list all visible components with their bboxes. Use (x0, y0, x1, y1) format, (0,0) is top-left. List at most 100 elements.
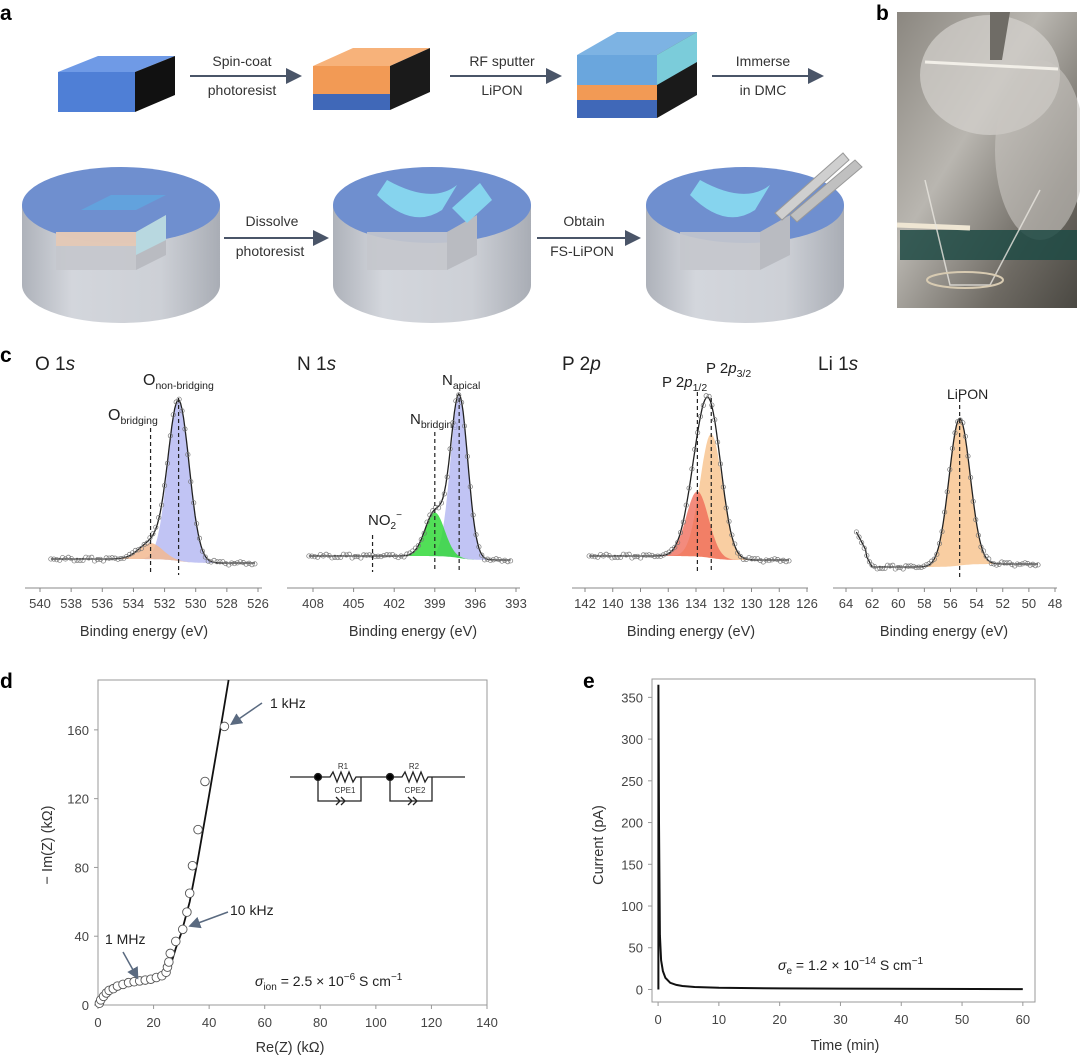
data-point (364, 552, 370, 558)
data-point (715, 439, 721, 445)
data-point (1025, 560, 1031, 567)
peak-label-o-bridging: Obridging (108, 407, 158, 427)
data-point (877, 565, 883, 571)
data-point (135, 547, 141, 553)
data-point (355, 553, 361, 559)
data-point (999, 559, 1005, 565)
spectrum-title-p2p: P 2p (562, 354, 601, 375)
data-point (51, 556, 57, 562)
substrate-cube (58, 56, 175, 112)
data-point (182, 907, 192, 917)
data-point (153, 524, 159, 530)
data-point (675, 539, 681, 546)
x-tick-label: 80 (313, 1015, 327, 1030)
data-point (600, 553, 606, 559)
y-tick-label: 200 (621, 816, 643, 831)
data-point (315, 554, 321, 560)
data-point (392, 553, 398, 559)
data-point (433, 504, 439, 511)
data-point (447, 446, 453, 452)
x-tick-label: 536 (91, 596, 113, 611)
x-tick-label: 126 (796, 596, 818, 611)
data-point (965, 453, 971, 459)
data-point (436, 505, 442, 511)
panel-a-process-schematic: Spin-coat photoresist RF sputter LiPON I… (22, 32, 863, 323)
step-spin-coat: Spin-coat photoresist (190, 53, 302, 98)
data-point (62, 556, 69, 562)
data-point (89, 554, 95, 560)
data-point (323, 551, 329, 557)
y-axis-label: Current (pA) (591, 805, 607, 885)
data-point (184, 888, 195, 898)
data-point (306, 553, 312, 559)
data-point (1004, 560, 1010, 566)
data-point (214, 559, 220, 565)
data-point (615, 554, 621, 561)
x-tick-label: 120 (421, 1015, 443, 1030)
data-point (194, 521, 200, 527)
data-point (237, 559, 243, 565)
annotation-10khz: 10 kHz (230, 902, 274, 918)
y-tick-label: 40 (75, 929, 89, 944)
data-point (346, 551, 352, 557)
data-point (1009, 561, 1015, 568)
data-point (629, 555, 635, 561)
data-point (103, 555, 109, 561)
data-point (57, 557, 63, 563)
x-tick-label: 408 (302, 596, 324, 611)
step-immerse: Immerse in DMC (712, 53, 824, 98)
data-point (632, 554, 638, 560)
data-point (1014, 561, 1020, 567)
x-tick-label: 402 (383, 596, 405, 611)
data-point (598, 552, 604, 558)
data-point (427, 512, 433, 518)
data-point (312, 554, 318, 560)
data-point (343, 552, 349, 558)
data-point (464, 453, 470, 460)
x-tick-label: 140 (602, 596, 624, 611)
data-point (115, 556, 121, 562)
data-point (921, 563, 927, 569)
x-tick-label: 134 (685, 596, 707, 611)
data-point (643, 552, 649, 558)
data-point (309, 553, 315, 559)
x-tick-label: 58 (917, 596, 931, 611)
y-tick-label: 300 (621, 732, 643, 747)
x-tick-label: 405 (343, 596, 365, 611)
panel-label-a: a (0, 2, 12, 25)
panel-c-xps-spectra: O 1s N 1s P 2p Li 1s Onon-bridging Obrid… (25, 354, 1062, 640)
data-point (217, 559, 223, 565)
y-axis-label: − Im(Z) (kΩ) (40, 806, 56, 885)
data-point (683, 502, 689, 508)
data-point (749, 556, 755, 562)
data-point (467, 484, 473, 490)
data-point (94, 557, 101, 563)
data-point (623, 552, 629, 558)
data-point (456, 392, 462, 398)
data-point (421, 530, 427, 536)
panel-label-b: b (876, 2, 889, 25)
data-point (381, 553, 387, 559)
data-point (349, 555, 355, 561)
step-label: photoresist (208, 82, 277, 98)
data-point (223, 560, 229, 567)
data-point (737, 553, 743, 559)
data-point (864, 552, 870, 559)
data-point (980, 548, 987, 554)
data-point (923, 562, 930, 568)
panel-d-nyquist-plot: Re(Z) (kΩ) − Im(Z) (kΩ) 1 kHz 10 kHz 1 M… (40, 679, 498, 1056)
data-point (496, 556, 502, 563)
x-tick-label: 538 (60, 596, 82, 611)
panel-label-c: c (0, 344, 12, 367)
data-point (618, 554, 624, 560)
data-point (177, 924, 188, 935)
data-point (934, 551, 940, 557)
data-point (657, 553, 664, 559)
y-tick-label: 120 (67, 792, 89, 807)
x-tick-label: 30 (833, 1012, 847, 1027)
plot-frame (651, 678, 1036, 1003)
equivalent-circuit-diagram (290, 770, 465, 806)
data-point (340, 551, 347, 557)
data-point (769, 557, 775, 563)
x-tick-label: 64 (839, 596, 853, 611)
